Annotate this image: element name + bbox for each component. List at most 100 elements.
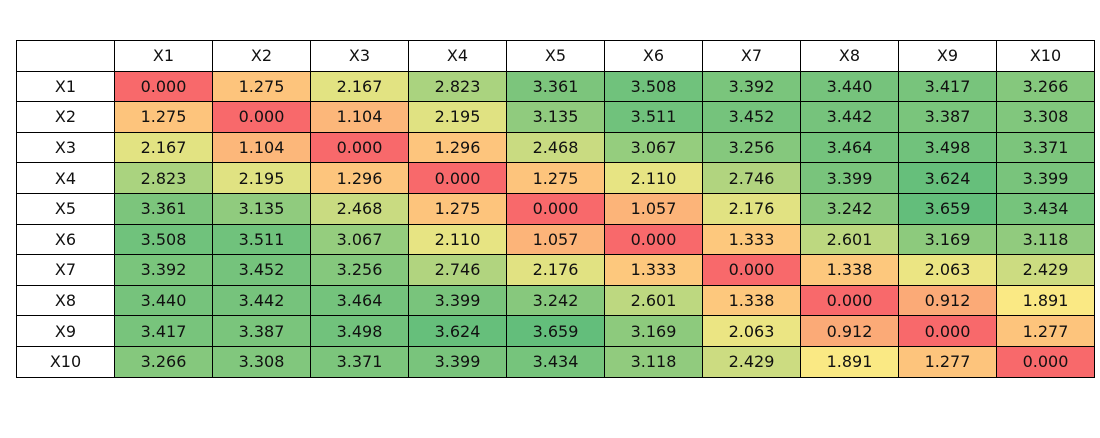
heatmap-cell: 2.601 (800, 223, 899, 256)
heatmap-cell: 0.000 (212, 101, 311, 133)
heatmap-cell: 0.000 (702, 254, 801, 286)
heatmap-cell: 3.242 (800, 192, 899, 225)
table-row: X10 3.266 3.308 3.371 3.399 3.434 3.118 2.429 1.… (16, 345, 1095, 378)
table-row: X4 2.823 2.195 1.296 0.000 1.275 2.110 2.746 3.3… (16, 162, 1095, 194)
heatmap-cell: 3.442 (212, 284, 311, 317)
heatmap-cell: 3.442 (800, 101, 899, 133)
row-header: X1 (16, 70, 115, 103)
heatmap-cell: 3.135 (506, 101, 605, 133)
heatmap-cell: 2.468 (310, 192, 409, 225)
heatmap-cell: 1.333 (604, 254, 703, 286)
heatmap-cell: 3.511 (604, 101, 703, 133)
heatmap-cell: 0.000 (114, 70, 213, 103)
heatmap-cell: 3.361 (506, 70, 605, 103)
heatmap-cell: 3.371 (996, 131, 1095, 164)
heatmap-cell: 3.508 (114, 223, 213, 256)
heatmap-cell: 3.452 (212, 254, 311, 286)
row-header: X4 (16, 162, 115, 194)
heatmap-cell: 3.399 (996, 162, 1095, 194)
heatmap-cell: 3.387 (212, 315, 311, 347)
heatmap-cell: 2.110 (604, 162, 703, 194)
column-header: X5 (506, 40, 605, 72)
table-row: X2 1.275 0.000 1.104 2.195 3.135 3.511 3.452 3.4… (16, 101, 1095, 133)
column-header: X3 (310, 40, 409, 72)
heatmap-cell: 1.057 (604, 192, 703, 225)
heatmap-cell: 3.659 (506, 315, 605, 347)
heatmap-cell: 3.242 (506, 284, 605, 317)
heatmap-cell: 3.498 (898, 131, 997, 164)
heatmap-table: X1 X2 X3 X4 X5 X6 X7 X8 X9 X10 X1 0.000 1.275 2.167 2… (16, 40, 1095, 378)
row-header: X5 (16, 192, 115, 225)
heatmap-cell: 1.275 (212, 70, 311, 103)
heatmap-cell: 3.118 (996, 223, 1095, 256)
heatmap-cell: 2.468 (506, 131, 605, 164)
column-header: X10 (996, 40, 1095, 72)
heatmap-cell: 3.387 (898, 101, 997, 133)
column-header: X4 (408, 40, 507, 72)
heatmap-cell: 1.057 (506, 223, 605, 256)
column-header: X2 (212, 40, 311, 72)
heatmap-cell: 3.392 (114, 254, 213, 286)
row-header: X10 (16, 345, 115, 378)
heatmap-cell: 3.434 (506, 345, 605, 378)
heatmap-cell: 1.275 (506, 162, 605, 194)
heatmap-cell: 1.338 (702, 284, 801, 317)
heatmap-cell: 3.169 (898, 223, 997, 256)
heatmap-cell: 2.176 (506, 254, 605, 286)
heatmap-cell: 0.000 (898, 315, 997, 347)
heatmap-cell: 2.195 (408, 101, 507, 133)
row-header: X8 (16, 284, 115, 317)
heatmap-cell: 1.275 (114, 101, 213, 133)
heatmap-cell: 3.371 (310, 345, 409, 378)
heatmap-cell: 3.464 (310, 284, 409, 317)
column-header: X9 (898, 40, 997, 72)
heatmap-cell: 0.912 (898, 284, 997, 317)
heatmap-cell: 2.167 (310, 70, 409, 103)
table-row: X6 3.508 3.511 3.067 2.110 1.057 0.000 1.333 2.6… (16, 223, 1095, 256)
heatmap-cell: 2.823 (408, 70, 507, 103)
heatmap-cell: 0.000 (800, 284, 899, 317)
heatmap-cell: 3.434 (996, 192, 1095, 225)
heatmap-cell: 2.063 (898, 254, 997, 286)
heatmap-cell: 3.440 (114, 284, 213, 317)
heatmap-cell: 3.624 (898, 162, 997, 194)
heatmap-cell: 3.452 (702, 101, 801, 133)
heatmap-cell: 2.823 (114, 162, 213, 194)
heatmap-cell: 3.308 (996, 101, 1095, 133)
column-header: X1 (114, 40, 213, 72)
heatmap-cell: 1.277 (996, 315, 1095, 347)
heatmap-cell: 2.110 (408, 223, 507, 256)
heatmap-cell: 3.511 (212, 223, 311, 256)
heatmap-cell: 3.067 (604, 131, 703, 164)
heatmap-cell: 2.167 (114, 131, 213, 164)
heatmap-cell: 2.063 (702, 315, 801, 347)
heatmap-cell: 3.135 (212, 192, 311, 225)
row-header: X2 (16, 101, 115, 133)
heatmap-cell: 0.000 (408, 162, 507, 194)
table-row: X1 0.000 1.275 2.167 2.823 3.361 3.508 3.392 3.4… (16, 70, 1095, 103)
heatmap-cell: 3.399 (800, 162, 899, 194)
heatmap-cell: 1.275 (408, 192, 507, 225)
table-row: X5 3.361 3.135 2.468 1.275 0.000 1.057 2.176 3.2… (16, 192, 1095, 225)
row-header: X6 (16, 223, 115, 256)
heatmap-cell: 3.392 (702, 70, 801, 103)
heatmap-cell: 2.601 (604, 284, 703, 317)
heatmap-cell: 2.176 (702, 192, 801, 225)
heatmap-cell: 3.256 (702, 131, 801, 164)
row-header: X9 (16, 315, 115, 347)
heatmap-cell: 2.746 (702, 162, 801, 194)
heatmap-cell: 1.296 (310, 162, 409, 194)
heatmap-cell: 3.440 (800, 70, 899, 103)
heatmap-cell: 3.308 (212, 345, 311, 378)
heatmap-cell: 3.624 (408, 315, 507, 347)
heatmap-cell: 2.429 (996, 254, 1095, 286)
heatmap-cell: 0.000 (996, 345, 1095, 378)
heatmap-cell: 3.256 (310, 254, 409, 286)
heatmap-cell: 1.333 (702, 223, 801, 256)
heatmap-cell: 1.338 (800, 254, 899, 286)
column-header: X6 (604, 40, 703, 72)
column-header: X7 (702, 40, 801, 72)
heatmap-cell: 1.104 (212, 131, 311, 164)
heatmap-cell: 1.104 (310, 101, 409, 133)
header-row: X1 X2 X3 X4 X5 X6 X7 X8 X9 X10 (16, 40, 1095, 72)
